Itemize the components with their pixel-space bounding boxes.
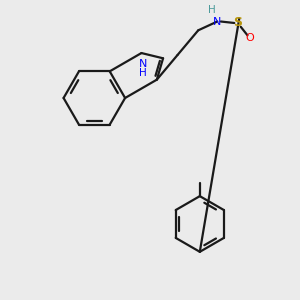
Text: O: O	[245, 33, 254, 43]
Text: N: N	[213, 16, 221, 26]
Text: H: H	[139, 68, 147, 78]
Text: N: N	[139, 59, 147, 70]
Text: H: H	[208, 5, 216, 15]
Text: S: S	[233, 16, 242, 29]
